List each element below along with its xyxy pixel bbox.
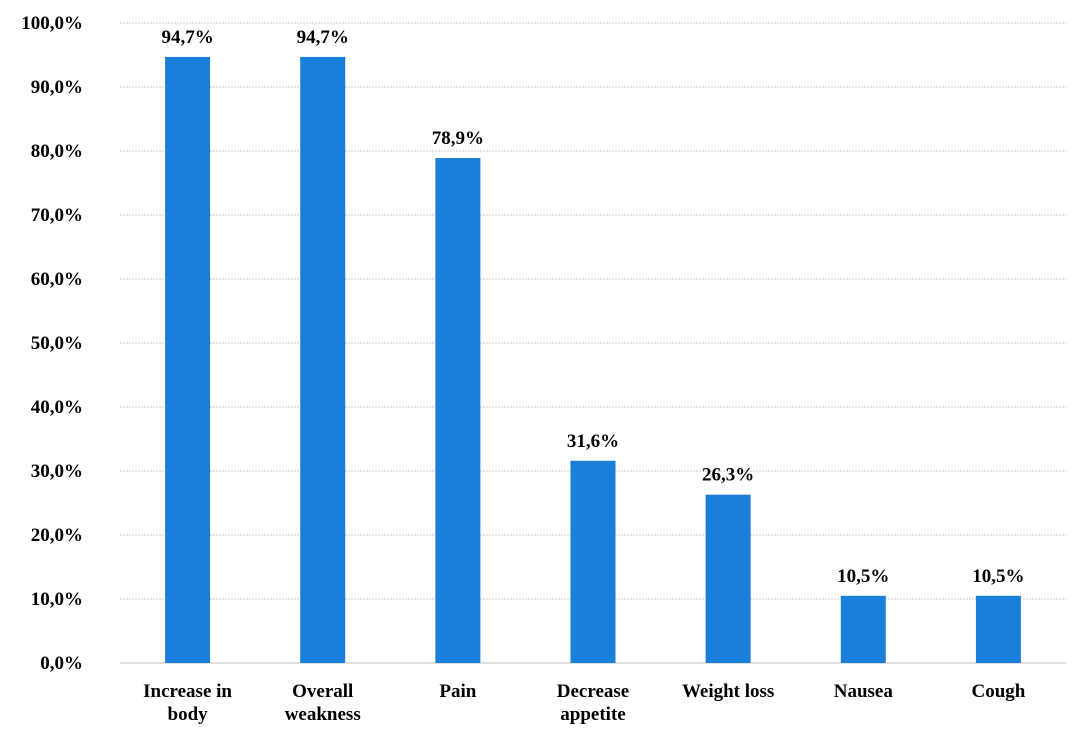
y-tick-label: 90,0% bbox=[31, 77, 83, 98]
x-tick-label-line: Increase in bbox=[143, 681, 232, 702]
data-label: 94,7% bbox=[297, 27, 349, 48]
x-tick-label-line: appetite bbox=[560, 704, 625, 725]
y-tick-label: 80,0% bbox=[31, 141, 83, 162]
data-label: 10,5% bbox=[972, 566, 1024, 587]
x-tick-label-line: Cough bbox=[971, 681, 1025, 702]
y-tick-label: 60,0% bbox=[31, 269, 83, 290]
bar bbox=[705, 494, 751, 663]
data-label: 78,9% bbox=[432, 128, 484, 149]
bar bbox=[435, 158, 481, 664]
data-label: 31,6% bbox=[567, 431, 619, 452]
x-tick-label: Cough bbox=[971, 681, 1025, 702]
data-label: 26,3% bbox=[702, 465, 754, 486]
data-labels: 94,7% 94,7% 78,9% 31,6% 26,3% 10,5% 10,5% bbox=[161, 27, 1024, 587]
data-label: 10,5% bbox=[837, 566, 889, 587]
bar bbox=[165, 56, 211, 664]
y-tick-label: 20,0% bbox=[31, 525, 83, 546]
y-axis-ticks: 0,0% 10,0% 20,0% 30,0% 40,0% 50,0% 60,0% 70,0% 8… bbox=[21, 13, 83, 674]
y-tick-label: 100,0% bbox=[21, 13, 83, 34]
x-tick-label-line: Pain bbox=[439, 681, 476, 702]
x-tick-label-line: Overall bbox=[292, 681, 353, 702]
bar bbox=[570, 460, 616, 663]
y-tick-label: 40,0% bbox=[31, 397, 83, 418]
y-tick-label: 0,0% bbox=[40, 653, 83, 674]
y-tick-label: 70,0% bbox=[31, 205, 83, 226]
x-tick-label: Increase in body bbox=[143, 681, 232, 725]
y-tick-label: 30,0% bbox=[31, 461, 83, 482]
x-axis-ticks: Increase in body Overall weakness Pain Decrea… bbox=[143, 681, 1026, 725]
bar bbox=[840, 595, 886, 663]
x-tick-label-line: Decrease bbox=[557, 681, 629, 702]
x-tick-label: Decrease appetite bbox=[557, 681, 629, 725]
data-label: 94,7% bbox=[161, 27, 213, 48]
x-tick-label: Weight loss bbox=[682, 681, 774, 702]
x-tick-label: Nausea bbox=[834, 681, 894, 702]
bars bbox=[165, 56, 1021, 664]
bar bbox=[300, 56, 346, 664]
x-tick-label-line: weakness bbox=[285, 704, 361, 725]
x-tick-label-line: body bbox=[168, 704, 209, 725]
x-tick-label: Pain bbox=[439, 681, 476, 702]
bar bbox=[975, 595, 1021, 663]
y-tick-label: 10,0% bbox=[31, 589, 83, 610]
x-tick-label: Overall weakness bbox=[285, 681, 361, 725]
x-tick-label-line: Nausea bbox=[834, 681, 894, 702]
y-tick-label: 50,0% bbox=[31, 333, 83, 354]
x-tick-label-line: Weight loss bbox=[682, 681, 774, 702]
